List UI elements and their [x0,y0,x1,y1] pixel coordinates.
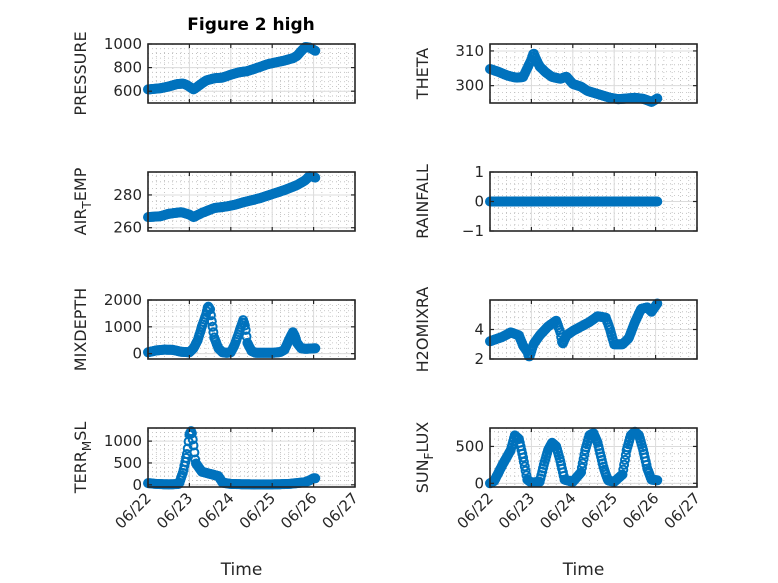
data-point [617,469,628,480]
y-tick-label: 1000 [104,432,142,450]
data-point [310,473,321,484]
subplot-theta: 300 310 THETA [413,42,698,107]
data-point [519,461,530,472]
y-axis-label: PRESSURE [71,31,90,115]
subplot-h2omixra: 2 4 H2OMIXRA [413,287,698,373]
axes-frame [147,171,356,232]
data-series [143,171,321,223]
data-point [205,310,216,321]
data-point [652,196,663,207]
y-axis-label: RAINFALL [413,164,432,239]
data-point [576,462,587,473]
y-tick-label: 500 [455,437,484,455]
y-tick-label: 2 [474,350,484,368]
x-tick-label: 06/22 [454,489,497,532]
x-tick-label: 06/26 [277,489,320,532]
x-tick-label: 06/27 [661,489,704,532]
y-tick-label: −1 [462,222,484,240]
y-axis-label: THETA [413,48,432,100]
y-tick-label: 0 [474,474,484,492]
y-tick-label: 500 [113,454,142,472]
y-tick-label: 0 [132,476,142,494]
data-series [143,42,321,95]
y-tick-label: 280 [113,186,142,204]
x-tick-label: 06/27 [319,489,362,532]
axes-frame [147,43,356,104]
axes-frame [489,427,698,488]
data-point [310,172,321,183]
y-axis-label: AIRTEMP [71,167,94,235]
data-point [577,458,588,469]
y-tick-label: 0 [132,345,142,363]
data-point [618,464,629,475]
data-series [485,298,663,362]
data-series [485,426,663,489]
data-point [619,459,630,470]
data-series [143,301,321,358]
data-point [206,316,217,327]
x-tick-label: 06/23 [495,489,538,532]
data-point [518,452,529,463]
data-point [205,304,216,315]
figure-title: Figure 2 high [187,15,315,35]
axes-frame [147,299,356,360]
x-axis-label: Time [562,560,605,580]
axes-frame [147,427,356,488]
y-tick-label: 260 [113,219,142,237]
data-point [186,428,197,439]
y-axis-label: TERRMSL [71,422,94,495]
data-series [485,196,663,207]
data-point [520,465,531,476]
data-point [578,454,589,464]
y-tick-label: 2000 [104,291,142,309]
y-tick-label: 310 [455,42,484,60]
data-point [181,452,192,463]
data-point [310,45,321,56]
data-point [310,343,321,354]
data-point [518,456,529,467]
data-point [187,434,198,445]
data-point [652,475,663,486]
x-axis-label: Time [220,560,263,580]
x-tick-label: 06/24 [194,489,237,532]
subplot-mixdepth: 0 1000 2000 MIXDEPTH [71,288,356,371]
x-tick-label: 06/22 [112,489,155,532]
y-tick-label: 1000 [104,318,142,336]
y-tick-label: 4 [474,321,484,339]
data-point [620,454,630,465]
data-series [143,426,321,490]
subplot-rainfall: −1 0 1 RAINFALL [413,163,698,240]
x-tick-label: 06/26 [619,489,662,532]
y-tick-label: 300 [455,77,484,95]
subplot-air-temp: 260 280 AIRTEMP [71,167,356,237]
x-tick-label: 06/24 [536,489,579,532]
data-series [485,48,663,107]
x-tick-label: 06/23 [153,489,196,532]
y-axis-label: H2OMIXRA [413,287,432,373]
y-tick-label: 0 [474,193,484,211]
axes-frame [489,43,698,104]
data-point [207,321,218,332]
x-tick-label: 06/25 [578,489,621,532]
data-point [576,467,587,478]
data-point [239,320,250,331]
y-tick-label: 1 [474,163,484,181]
y-axis-label: SUNFLUX [413,422,436,494]
y-tick-label: 1000 [104,35,142,53]
subplot-pressure: 600 800 1000 PRESSURE [71,31,356,116]
y-tick-label: 600 [113,82,142,100]
y-axis-label: MIXDEPTH [71,288,90,371]
y-tick-label: 800 [113,59,142,77]
x-tick-label: 06/25 [236,489,279,532]
data-point [240,325,251,335]
